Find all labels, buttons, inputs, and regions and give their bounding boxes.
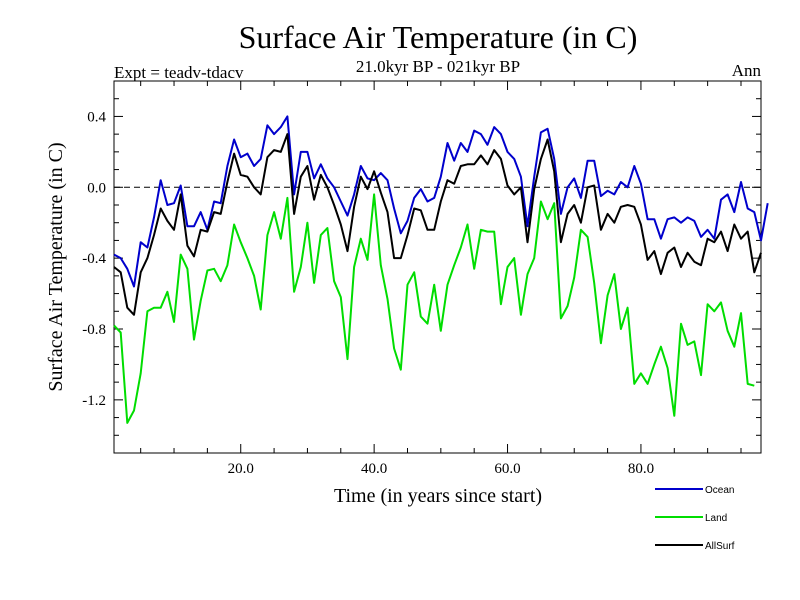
y-tick-label: -0.8 (82, 322, 106, 338)
chart-subtitle: 21.0kyr BP - 021kyr BP (356, 57, 520, 76)
x-tick-label: 80.0 (628, 461, 654, 477)
x-tick-label: 60.0 (494, 461, 520, 477)
series-line-land (113, 193, 755, 424)
x-tick-label: 20.0 (228, 461, 254, 477)
series-line-allsurf (113, 133, 762, 316)
legend-label-ocean: Ocean (705, 485, 734, 496)
y-tick-label: -1.2 (82, 393, 106, 409)
y-tick-label: -0.4 (82, 251, 106, 267)
x-tick-label: 40.0 (361, 461, 387, 477)
season-label: Ann (732, 61, 762, 80)
y-tick-label: 0.0 (87, 180, 106, 196)
x-axis-label: Time (in years since start) (334, 485, 542, 507)
legend-label-allsurf: AllSurf (705, 541, 735, 552)
axis-ticks: 20.0 40.0 60.0 80.0 0.4 0.0 -0.4 -0.8 -1.2 (82, 81, 761, 477)
y-tick-label: 0.4 (87, 109, 106, 125)
y-axis-label: Surface Air Temperature (in C) (45, 142, 67, 391)
legend: Ocean Land AllSurf (655, 485, 735, 552)
series-line-ocean (113, 115, 769, 288)
series-lines (113, 115, 769, 424)
chart-title: Surface Air Temperature (in C) (239, 19, 638, 55)
experiment-label: Expt = teadv-tdacv (114, 63, 244, 82)
legend-label-land: Land (705, 513, 727, 524)
